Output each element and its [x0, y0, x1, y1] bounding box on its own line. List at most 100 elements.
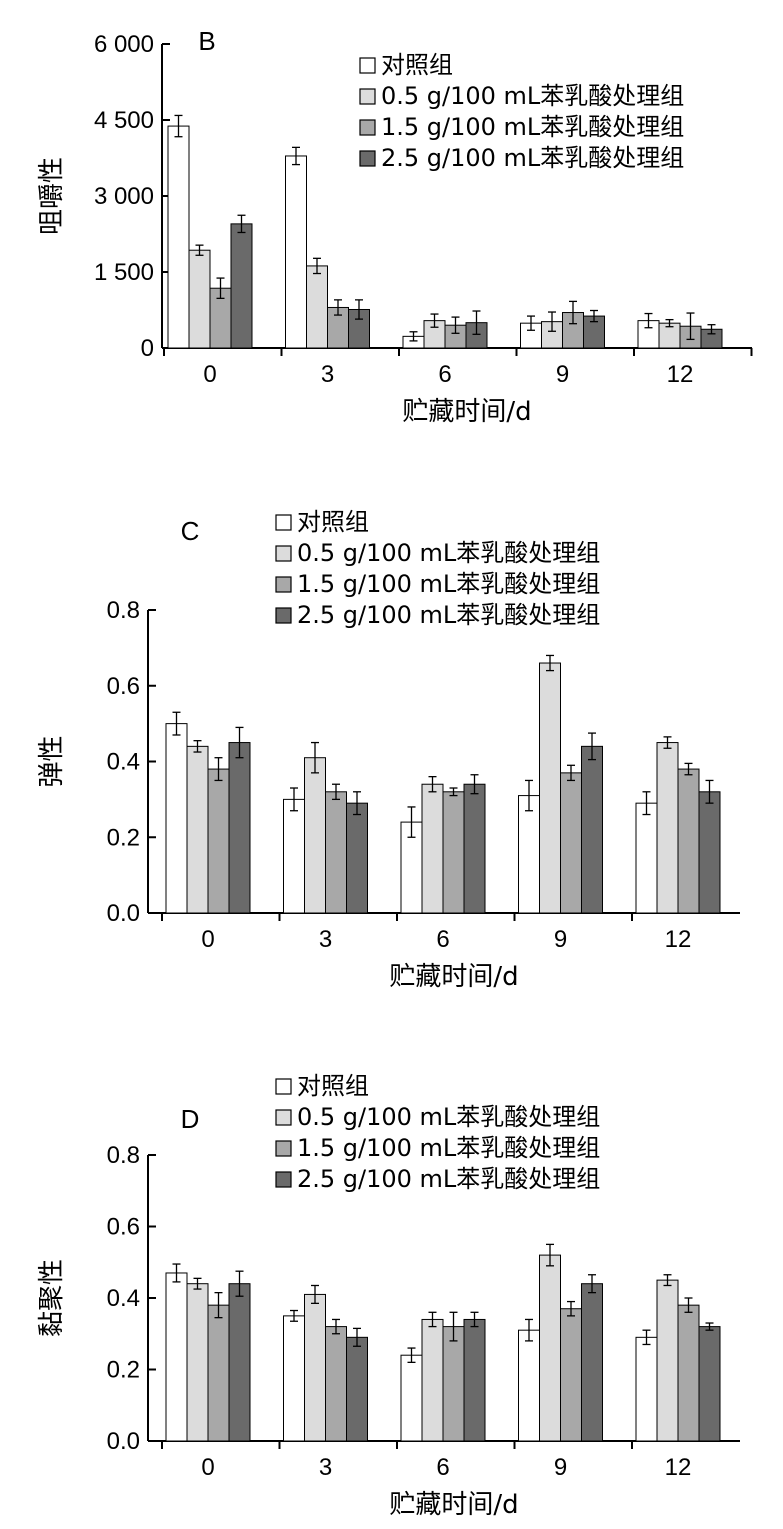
legend-swatch	[359, 150, 376, 167]
legend-swatch	[275, 576, 292, 593]
y-axis-label: 黏聚性	[37, 1259, 67, 1337]
bar-D-s2-c2	[442, 1326, 465, 1442]
y-tick-label: 1 500	[94, 259, 154, 286]
bar-C-s1-c0	[186, 745, 209, 914]
y-tick-label: 0.8	[107, 597, 140, 624]
bar-B-s3-c0	[230, 223, 253, 349]
bar-D-s1-c3	[539, 1254, 561, 1442]
bar-C-s0-c3	[518, 795, 540, 914]
legend-swatch	[275, 1078, 292, 1095]
bar-C-s3-c1	[346, 802, 368, 914]
bar-C-s2-c3	[560, 772, 582, 914]
bar-C-s1-c1	[304, 757, 326, 914]
bar-C-s1-c3	[539, 662, 561, 914]
legend-label: 2.5 g/100 mL苯乳酸处理组	[381, 144, 684, 172]
bar-B-s0-c1	[285, 155, 307, 349]
legend-label: 1.5 g/100 mL苯乳酸处理组	[297, 1134, 600, 1162]
x-tick-label: 3	[321, 361, 334, 388]
bar-D-s0-c4	[635, 1336, 658, 1442]
x-tick-label: 0	[201, 1454, 214, 1481]
legend-label: 对照组	[297, 508, 369, 536]
bar-C-s2-c2	[442, 791, 465, 914]
legend-label: 2.5 g/100 mL苯乳酸处理组	[297, 601, 600, 629]
chart-panel-B: 0 1 500 3 000 4 500 6 000 0 3 6 9 12 贮藏时间/d 咀嚼性 B 对照组…	[37, 26, 753, 427]
bar-D-s0-c1	[283, 1315, 305, 1442]
bar-C-s2-c1	[325, 791, 347, 914]
bar-D-s3-c2	[463, 1318, 486, 1442]
bar-D-s3-c4	[698, 1326, 721, 1442]
legend-swatch	[359, 57, 376, 74]
bar-D-s0-c3	[518, 1329, 540, 1442]
bar-C-s3-c2	[463, 783, 486, 914]
bar-C-s2-c0	[207, 768, 230, 914]
x-tick-label: 9	[556, 361, 569, 388]
bar-D-s2-c1	[325, 1326, 347, 1442]
x-tick-label: 6	[436, 926, 449, 953]
y-tick-label: 6 000	[94, 31, 154, 58]
panel-label: B	[198, 26, 215, 56]
legend-swatch	[359, 88, 376, 105]
bar-B-s1-c1	[306, 265, 328, 349]
legend-label: 对照组	[297, 1072, 369, 1100]
y-tick-label: 0.2	[107, 824, 140, 851]
y-axis-label: 弹性	[37, 735, 67, 787]
bar-D-s2-c3	[560, 1308, 582, 1442]
x-tick-label: 3	[319, 1454, 332, 1481]
legend-swatch	[275, 1140, 292, 1157]
bar-C-s3-c4	[698, 791, 721, 914]
bar-D-s1-c0	[186, 1283, 209, 1442]
legend-label: 0.5 g/100 mL苯乳酸处理组	[297, 539, 600, 567]
bar-B-s0-c0	[167, 125, 190, 349]
bar-C-s0-c4	[635, 802, 658, 914]
y-tick-label: 0.0	[107, 900, 140, 927]
x-tick-label: 3	[319, 926, 332, 953]
y-tick-label: 0	[141, 335, 154, 362]
legend-label: 0.5 g/100 mL苯乳酸处理组	[381, 82, 684, 110]
legend: 对照组 0.5 g/100 mL苯乳酸处理组 1.5 g/100 mL苯乳酸处理组 2…	[275, 508, 600, 629]
bar-C-s1-c2	[421, 783, 444, 914]
bar-D-s1-c4	[656, 1279, 679, 1442]
bar-C-s3-c3	[581, 745, 603, 914]
legend-label: 0.5 g/100 mL苯乳酸处理组	[297, 1103, 600, 1131]
x-tick-label: 0	[201, 926, 214, 953]
x-axis-label: 贮藏时间/d	[402, 397, 531, 427]
x-axis-label: 贮藏时间/d	[389, 962, 518, 992]
bar-C-s1-c4	[656, 742, 679, 914]
x-tick-label: 6	[436, 1454, 449, 1481]
x-tick-label: 6	[438, 361, 451, 388]
panel-label: D	[181, 1104, 200, 1134]
legend-swatch	[275, 1171, 292, 1188]
x-tick-label: 12	[665, 926, 692, 953]
legend-swatch	[275, 545, 292, 562]
bar-B-s1-c0	[188, 249, 211, 349]
bar-D-s1-c2	[421, 1318, 444, 1442]
bar-D-s1-c1	[304, 1293, 326, 1442]
chart-panel-C: 0.0 0.2 0.4 0.6 0.8 0 3 6 9 12 贮藏时间/d 弹性 C 对照组 0.5 g/1…	[37, 508, 740, 992]
y-tick-label: 0.6	[107, 1214, 140, 1241]
legend-swatch	[275, 1109, 292, 1126]
bar-C-s0-c1	[283, 798, 305, 914]
x-tick-label: 12	[667, 361, 694, 388]
bar-C-s0-c0	[165, 723, 188, 914]
legend-label: 2.5 g/100 mL苯乳酸处理组	[297, 1165, 600, 1193]
y-axis-label: 咀嚼性	[37, 157, 67, 235]
legend: 对照组 0.5 g/100 mL苯乳酸处理组 1.5 g/100 mL苯乳酸处理组 2…	[359, 51, 684, 172]
legend-label: 对照组	[381, 51, 453, 79]
y-tick-label: 0.6	[107, 673, 140, 700]
bar-D-s2-c4	[677, 1304, 700, 1442]
bar-D-s0-c2	[400, 1354, 423, 1442]
y-tick-label: 0.4	[107, 749, 140, 776]
y-tick-label: 0.4	[107, 1285, 140, 1312]
x-tick-label: 0	[203, 361, 216, 388]
bar-D-s2-c0	[207, 1304, 230, 1442]
x-tick-label: 9	[554, 926, 567, 953]
bar-C-s3-c0	[228, 742, 251, 914]
legend-swatch	[275, 514, 292, 531]
legend-label: 1.5 g/100 mL苯乳酸处理组	[297, 570, 600, 598]
bar-D-s3-c0	[228, 1283, 251, 1442]
y-tick-label: 3 000	[94, 183, 154, 210]
y-tick-label: 0.2	[107, 1357, 140, 1384]
chart-panel-D: 0.0 0.2 0.4 0.6 0.8 0 3 6 9 12 贮藏时间/d 黏聚性 D 对照组 0.5 g/…	[37, 1072, 740, 1520]
bar-D-s3-c3	[581, 1283, 603, 1442]
